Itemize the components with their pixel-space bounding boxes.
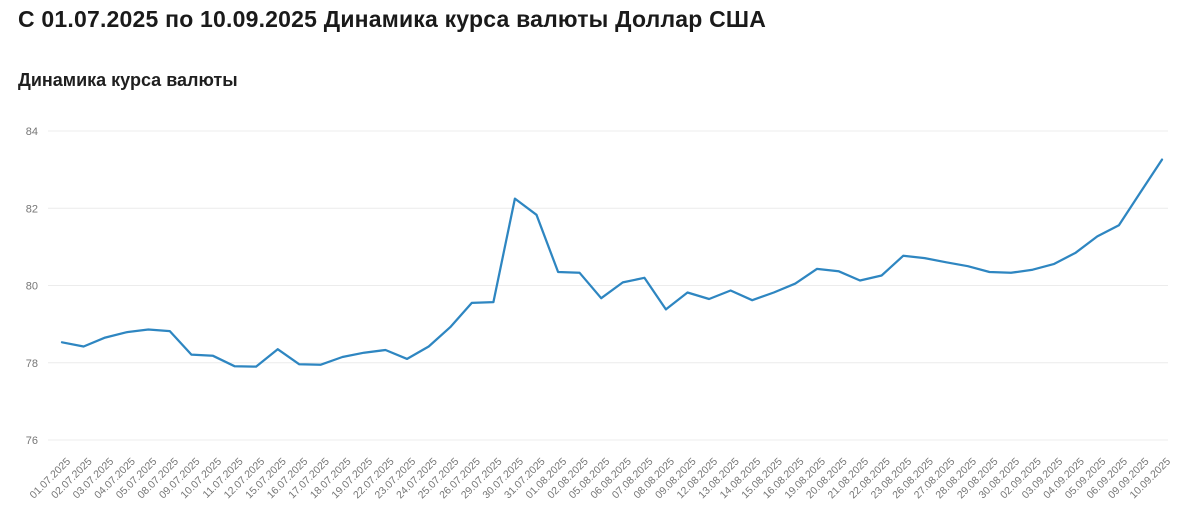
page-title: С 01.07.2025 по 10.09.2025 Динамика курс… [18,6,767,32]
usd-rate-line-chart: 76 78 80 82 84 01.07.2025 02.07.2025 03.07.2025… [0,110,1200,515]
y-tick-label: 76 [26,435,38,447]
chart-canvas: 767880828401.07.202502.07.202503.07.2025… [26,126,1173,501]
rate-line [60,158,1164,368]
y-tick-label: 78 [26,358,38,370]
y-tick-label: 82 [26,203,38,215]
y-tick-label: 80 [26,281,38,293]
chart-subtitle: Динамика курса валюты [18,70,238,90]
y-tick-label: 84 [26,126,38,138]
